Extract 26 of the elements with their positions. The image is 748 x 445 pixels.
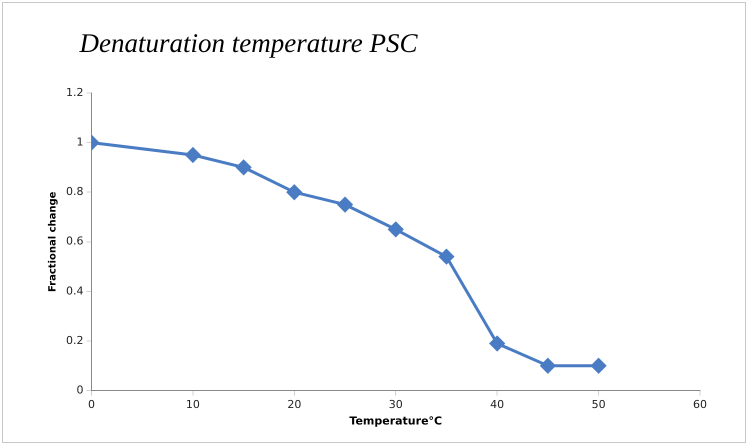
point (286, 184, 302, 200)
x-tick-label: 40 (490, 398, 504, 412)
y-tick-label: 0.4 (66, 284, 84, 298)
x-axis-title: Temperature°C (349, 414, 442, 428)
x-tick-label: 10 (186, 398, 200, 412)
point (236, 160, 252, 175)
x-tick-label: 0 (88, 398, 95, 412)
y-tick-label: 0.2 (66, 334, 84, 347)
y-tick-label: 1.2 (66, 86, 84, 99)
x-tick-label: 30 (388, 398, 403, 412)
y-tick-label: 1 (76, 135, 84, 148)
point (388, 222, 404, 237)
x-tick-label: 20 (287, 398, 302, 412)
point (591, 358, 606, 374)
y-tick-label: 0 (76, 383, 84, 396)
point (490, 336, 505, 351)
point (185, 148, 200, 162)
y-tick-label: 0.8 (66, 185, 84, 198)
y-axis-title: Fractional change (48, 191, 59, 292)
x-tick-label: 60 (693, 398, 707, 412)
y-tick-label: 0.6 (66, 234, 84, 248)
chart-title: Denaturation temperature PSC (78, 28, 418, 58)
x-tick-label: 50 (592, 398, 606, 412)
point (540, 358, 556, 374)
point (438, 249, 454, 264)
point (338, 197, 353, 212)
